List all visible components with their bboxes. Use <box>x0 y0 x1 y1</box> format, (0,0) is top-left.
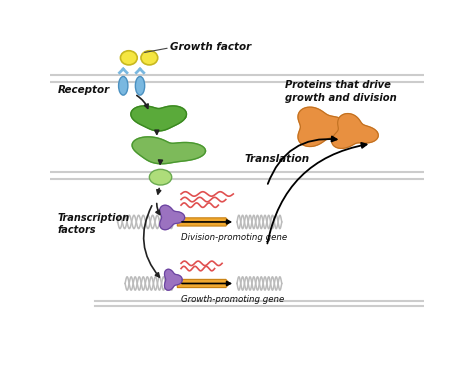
FancyArrow shape <box>177 218 229 226</box>
Polygon shape <box>332 114 378 148</box>
FancyArrow shape <box>177 279 229 288</box>
Ellipse shape <box>141 51 158 65</box>
Ellipse shape <box>120 51 137 65</box>
Polygon shape <box>160 205 185 230</box>
Text: Transcription
factors: Transcription factors <box>58 213 130 235</box>
Text: Growth-promoting gene: Growth-promoting gene <box>181 295 284 304</box>
Ellipse shape <box>136 76 145 95</box>
Text: Translation: Translation <box>245 154 310 163</box>
Text: Growth factor: Growth factor <box>170 42 251 51</box>
Ellipse shape <box>149 169 172 185</box>
Ellipse shape <box>118 76 128 95</box>
Text: Proteins that drive
growth and division: Proteins that drive growth and division <box>285 80 397 103</box>
Polygon shape <box>298 107 349 147</box>
Text: Division-promoting gene: Division-promoting gene <box>181 233 287 242</box>
Polygon shape <box>132 137 205 164</box>
Polygon shape <box>131 106 186 131</box>
Polygon shape <box>164 269 182 290</box>
Text: Receptor: Receptor <box>58 85 110 94</box>
